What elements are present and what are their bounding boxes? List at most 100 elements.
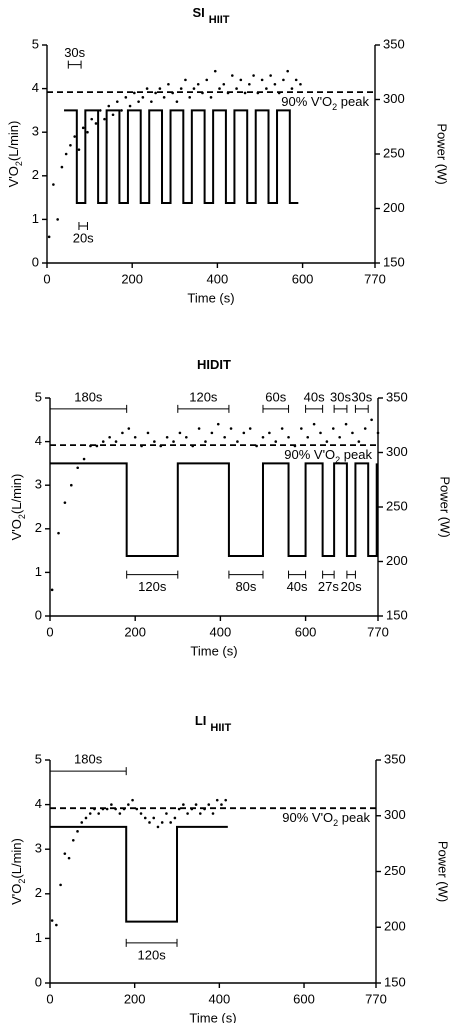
vo2-point xyxy=(344,422,348,426)
y2-tick-label: 200 xyxy=(386,553,408,568)
y-tick-label: 2 xyxy=(32,167,39,182)
x-axis-label: Time (s) xyxy=(189,1010,236,1023)
vo2-point xyxy=(192,87,196,90)
vo2-point xyxy=(274,440,278,443)
interval-label: 120s xyxy=(138,947,167,962)
vo2-point xyxy=(154,91,157,95)
vo2-point xyxy=(153,440,156,443)
text-part: 2 xyxy=(17,514,27,519)
y-tick-label: 3 xyxy=(32,124,39,139)
interval-bracket xyxy=(305,404,324,413)
vo2-point xyxy=(121,431,124,435)
y-tick-label: 5 xyxy=(35,389,42,404)
vo2-point xyxy=(84,816,88,820)
vo2-point xyxy=(57,531,60,535)
peak-label: 90% V'O2 peak xyxy=(284,448,372,466)
vo2-point xyxy=(69,143,72,147)
vo2-point xyxy=(169,821,172,824)
y-tick-label: 5 xyxy=(35,751,42,766)
y-tick-label: 4 xyxy=(35,796,42,811)
vo2-point xyxy=(239,78,243,82)
vo2-point xyxy=(80,821,84,824)
interval-label: 30s xyxy=(351,389,372,404)
text-part: 90% V'O xyxy=(282,811,333,826)
interval-bracket xyxy=(333,404,348,413)
interval-bracket xyxy=(322,570,335,579)
vo2-point xyxy=(86,130,89,134)
vo2-point xyxy=(224,798,228,802)
vo2-point xyxy=(50,588,54,592)
vo2-point xyxy=(145,87,149,90)
vo2-point xyxy=(287,435,290,439)
x-tick-label: 0 xyxy=(46,991,53,1006)
vo2-point xyxy=(205,78,209,82)
text-part: (L/min) xyxy=(9,474,24,514)
vo2-point xyxy=(63,501,67,504)
vo2-point xyxy=(105,807,109,811)
interval-label: 40s xyxy=(304,389,325,404)
text-part: (L/min) xyxy=(9,838,24,878)
vo2-point xyxy=(59,883,62,887)
vo2-point xyxy=(370,418,373,422)
vo2-point xyxy=(111,113,115,117)
vo2-point xyxy=(286,69,289,73)
interval-label: 27s xyxy=(318,579,339,594)
vo2-point xyxy=(220,803,223,806)
y-tick-label: 4 xyxy=(35,433,42,448)
text-part: 2 xyxy=(335,455,340,465)
interval-bracket xyxy=(125,938,178,947)
y2-tick-label: 300 xyxy=(384,807,406,822)
vo2-point xyxy=(137,100,140,103)
vo2-point xyxy=(101,440,105,443)
vo2-point xyxy=(152,816,156,820)
vo2-point xyxy=(215,798,219,802)
x-tick-label: 200 xyxy=(121,271,143,286)
vo2-point xyxy=(146,431,150,435)
vo2-point xyxy=(97,812,100,815)
vo2-point xyxy=(242,431,246,435)
vo2-point xyxy=(188,96,192,99)
power-line xyxy=(64,109,299,205)
vo2-point xyxy=(325,440,329,443)
y-tick-label: 2 xyxy=(35,885,42,900)
y2-tick-label: 200 xyxy=(383,200,405,215)
x-tick-label: 770 xyxy=(364,271,386,286)
vo2-point xyxy=(261,435,265,439)
vo2-point xyxy=(197,427,201,430)
vo2-point xyxy=(282,78,285,82)
y2-tick-label: 300 xyxy=(386,444,408,459)
vo2-point xyxy=(141,96,145,99)
title-sub: HIIT xyxy=(210,722,231,734)
y2-tick-label: 200 xyxy=(384,919,406,934)
x-tick-label: 600 xyxy=(293,991,315,1006)
text-part: 90% V'O xyxy=(281,95,332,110)
vo2-point xyxy=(76,830,79,833)
vo2-point xyxy=(229,427,233,430)
vo2-point xyxy=(223,435,226,439)
vo2-point xyxy=(186,812,189,815)
interval-bracket xyxy=(354,404,369,413)
y-tick-label: 1 xyxy=(35,564,42,579)
vo2-point xyxy=(64,152,68,156)
y2-tick-label: 350 xyxy=(386,389,408,404)
y2-tick-label: 150 xyxy=(383,254,405,269)
title-sub: HIIT xyxy=(209,14,230,26)
vo2-point xyxy=(269,74,272,77)
vo2-point xyxy=(252,74,255,77)
vo2-point xyxy=(135,807,139,811)
chart-title: LI HIIT xyxy=(195,713,232,733)
vo2-point xyxy=(172,440,175,443)
vo2-point xyxy=(177,807,181,811)
vo2-point xyxy=(175,100,179,103)
text-part: peak xyxy=(338,811,370,826)
vo2-point xyxy=(198,812,202,815)
y2-tick-label: 350 xyxy=(383,36,405,51)
text-part: (L/min) xyxy=(6,121,21,161)
vo2-point xyxy=(107,104,111,108)
y-tick-label: 0 xyxy=(35,607,42,622)
vo2-point xyxy=(120,109,123,112)
vo2-point xyxy=(160,821,164,824)
interval-label: 120s xyxy=(138,579,167,594)
vo2-point xyxy=(216,422,220,426)
vo2-point xyxy=(162,96,166,99)
